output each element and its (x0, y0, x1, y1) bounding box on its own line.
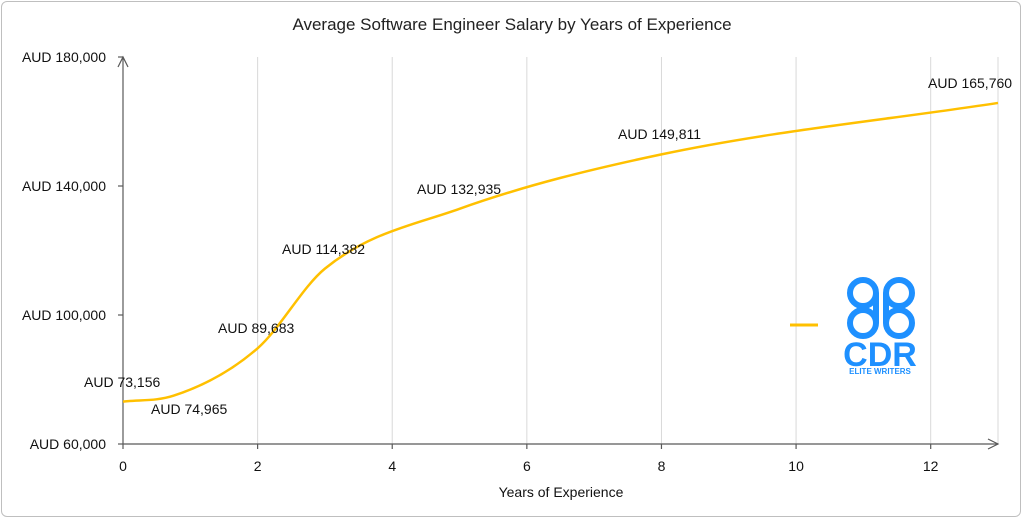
x-tick-label: 8 (658, 458, 666, 474)
data-labels: AUD 73,156 AUD 74,965 AUD 89,683 AUD 114,38… (84, 75, 1012, 417)
data-label: AUD 132,935 (417, 181, 501, 197)
x-tick-label: 2 (254, 458, 262, 474)
y-axis-ticks: AUD 60,000 AUD 100,000 AUD 140,000 AUD 180,… (22, 49, 123, 452)
x-tick-label: 10 (788, 458, 804, 474)
data-label: AUD 165,760 (928, 75, 1012, 91)
cdr-logo-mark (847, 277, 915, 339)
y-tick-label: AUD 60,000 (30, 436, 106, 452)
cdr-logo: CDR ELITE WRITERS (843, 277, 917, 376)
x-tick-label: 4 (388, 458, 396, 474)
series (122, 101, 999, 403)
axes (117, 55, 1000, 450)
data-label: AUD 114,382 (282, 241, 365, 257)
gridlines (257, 57, 999, 444)
y-tick-label: AUD 140,000 (22, 178, 106, 194)
series-line (122, 101, 999, 403)
chart-title: Average Software Engineer Salary by Year… (292, 15, 731, 34)
x-axis-label: Years of Experience (499, 484, 624, 500)
data-label: AUD 89,683 (218, 320, 294, 336)
data-label: AUD 149,811 (618, 126, 701, 142)
x-tick-label: 12 (923, 458, 939, 474)
cdr-logo-text: CDR (843, 336, 917, 374)
x-tick-label: 0 (119, 458, 127, 474)
y-tick-label: AUD 100,000 (22, 307, 106, 323)
cdr-logo-subtext: ELITE WRITERS (849, 367, 911, 376)
x-axis-arrow (987, 438, 1000, 450)
x-tick-label: 6 (523, 458, 531, 474)
data-label: AUD 73,156 (84, 374, 160, 390)
data-label: AUD 74,965 (151, 401, 227, 417)
y-tick-label: AUD 180,000 (22, 49, 106, 65)
x-axis-ticks: 0 2 4 6 8 10 12 (119, 444, 939, 474)
